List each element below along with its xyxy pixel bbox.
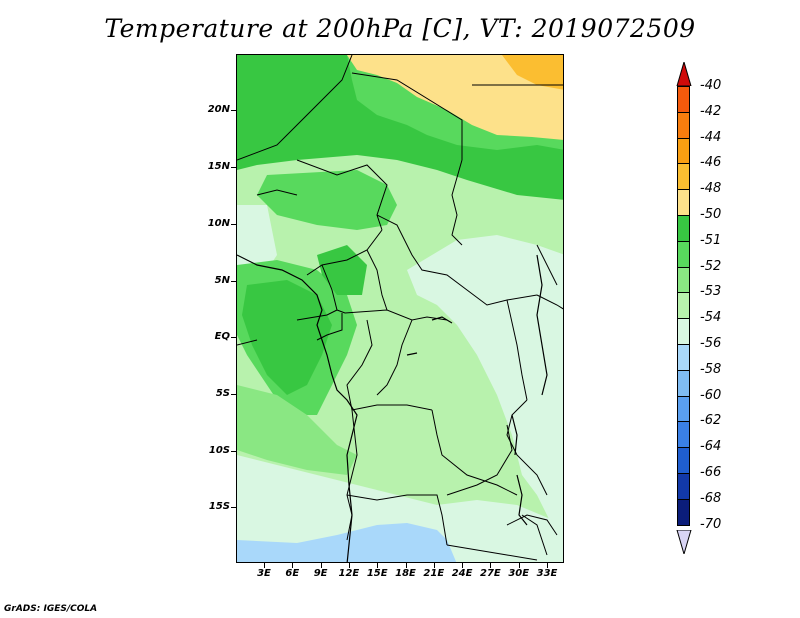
lat-tick bbox=[231, 281, 236, 282]
country-borders bbox=[237, 55, 563, 561]
field-band-48 bbox=[502, 55, 563, 90]
colorbar-top-arrow bbox=[676, 62, 692, 86]
chart-title: Temperature at 200hPa [C], VT: 201907250… bbox=[104, 14, 696, 43]
lat-tick bbox=[231, 224, 236, 225]
colorbar-label: -58 bbox=[700, 361, 722, 377]
colorbar-swatch bbox=[677, 111, 690, 139]
lat-label: 5S bbox=[215, 388, 230, 399]
colorbar-swatch bbox=[677, 498, 690, 526]
colorbar-label: -51 bbox=[700, 232, 722, 248]
colorbar-label: -68 bbox=[700, 490, 722, 506]
lon-tick bbox=[320, 563, 322, 568]
field-patch-52-west bbox=[242, 280, 332, 395]
credit-text: GrADS: IGES/COLA bbox=[4, 604, 98, 614]
colorbar-swatch bbox=[677, 395, 690, 423]
colorbar-swatch bbox=[677, 369, 690, 397]
colorbar-label: -56 bbox=[700, 336, 722, 351]
lat-label: 10S bbox=[208, 445, 230, 456]
lat-label: 5N bbox=[214, 275, 230, 286]
lat-label: 20N bbox=[207, 104, 230, 115]
lon-tick bbox=[405, 563, 407, 568]
lon-tick bbox=[518, 563, 520, 568]
colorbar-swatch bbox=[677, 266, 690, 294]
lon-label: 6E bbox=[285, 568, 300, 579]
colorbar-label: -70 bbox=[700, 516, 722, 532]
colorbar-label: -50 bbox=[700, 207, 722, 222]
colorbar-label: -64 bbox=[700, 439, 722, 455]
colorbar-swatch bbox=[677, 473, 690, 500]
lon-tick bbox=[377, 563, 379, 568]
lat-label: 15N bbox=[207, 161, 230, 172]
colorbar-bottom-arrow bbox=[676, 530, 692, 554]
temperature-field bbox=[237, 55, 563, 562]
lat-label: 15S bbox=[208, 501, 230, 512]
colorbar-swatch bbox=[677, 318, 690, 345]
colorbar-swatch bbox=[677, 447, 690, 474]
lat-tick bbox=[231, 167, 236, 168]
lon-tick bbox=[348, 563, 350, 568]
lon-label: 24E bbox=[451, 568, 473, 579]
colorbar-label: -40 bbox=[700, 78, 722, 93]
field-band-54-south bbox=[237, 455, 563, 562]
lon-tick bbox=[433, 563, 435, 568]
lat-label: 10N bbox=[207, 218, 230, 229]
lat-tick bbox=[231, 507, 236, 508]
colorbar-label: -48 bbox=[700, 181, 722, 197]
lon-label: 30E bbox=[508, 568, 530, 579]
colorbar-swatch bbox=[677, 344, 690, 371]
field-patch-53a bbox=[257, 170, 397, 230]
colorbar-label: -60 bbox=[700, 387, 722, 403]
lon-label: 21E bbox=[423, 568, 445, 579]
colorbar-label: -62 bbox=[700, 413, 722, 429]
lon-tick bbox=[292, 563, 294, 568]
lon-label: 3E bbox=[257, 568, 271, 579]
field-band-56-south bbox=[237, 523, 457, 562]
field-band-50 bbox=[347, 55, 563, 140]
field-band-54-east bbox=[407, 235, 563, 557]
lon-tick bbox=[264, 563, 265, 568]
lon-tick bbox=[547, 563, 548, 568]
lon-label: 27E bbox=[480, 568, 501, 579]
lon-tick bbox=[490, 563, 492, 568]
lat-tick bbox=[231, 394, 236, 395]
colorbar-swatch bbox=[677, 421, 690, 449]
colorbar-label: -52 bbox=[700, 258, 722, 274]
lon-label: 33E bbox=[536, 568, 558, 579]
lat-tick bbox=[231, 337, 236, 338]
lon-label: 18E bbox=[395, 568, 416, 579]
map-panel bbox=[236, 54, 564, 563]
lat-tick bbox=[231, 110, 236, 111]
colorbar-swatch bbox=[677, 163, 690, 191]
coastline bbox=[237, 254, 548, 562]
colorbar-label: -54 bbox=[700, 310, 722, 326]
colorbar-label: -42 bbox=[700, 103, 722, 119]
lat-label: EQ bbox=[214, 331, 230, 342]
lon-tick bbox=[462, 563, 464, 568]
colorbar-swatch bbox=[677, 240, 690, 268]
colorbar-swatch bbox=[677, 292, 690, 320]
colorbar-label: -46 bbox=[700, 155, 722, 171]
colorbar-label: -66 bbox=[700, 465, 722, 480]
colorbar-swatch bbox=[677, 137, 690, 165]
colorbar-swatch bbox=[677, 189, 690, 216]
lon-label: 12E bbox=[338, 568, 360, 579]
lat-tick bbox=[231, 451, 236, 452]
field-band-53-southwest bbox=[237, 385, 357, 475]
colorbar-swatch bbox=[677, 86, 690, 113]
colorbar-swatch bbox=[677, 215, 690, 242]
colorbar-label: -53 bbox=[700, 284, 722, 300]
lon-label: 15E bbox=[366, 568, 388, 579]
colorbar-label: -44 bbox=[700, 129, 722, 145]
lon-label: 9E bbox=[313, 568, 328, 579]
